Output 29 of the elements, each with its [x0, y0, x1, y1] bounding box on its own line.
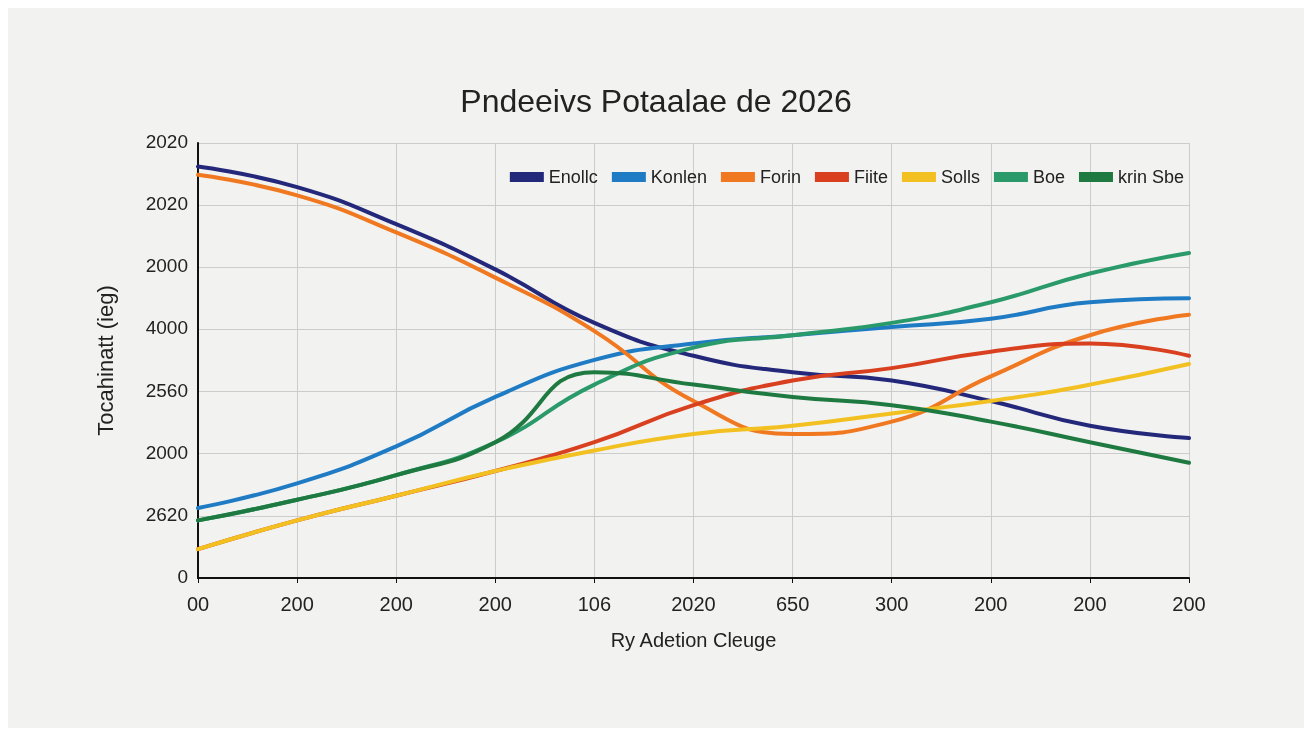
x-tick-label: 200 — [1172, 593, 1206, 615]
text: 4000 — [145, 317, 189, 339]
x-tick-label: 300 — [875, 593, 909, 615]
x-tick-label: 200 — [974, 593, 1008, 615]
x-tick-label: 200 — [478, 593, 512, 615]
text: 0 — [177, 566, 189, 587]
legend-label: Konlen — [650, 167, 707, 187]
text: 2000 — [145, 255, 189, 277]
legend-label: Solls — [940, 167, 980, 187]
x-tick-label: 106 — [577, 593, 612, 615]
legend-label: Fiite — [853, 167, 888, 187]
text: 2020 — [145, 131, 189, 152]
x-tick-label: 2020 — [671, 593, 716, 615]
text: 2620 — [145, 503, 189, 525]
y-axis-title: Tocahinatt (ieg) — [92, 285, 118, 436]
x-tick-label: 200 — [379, 593, 413, 615]
x-tick-label: 650 — [775, 593, 810, 615]
legend-label: Enollc — [548, 167, 598, 187]
text: 2020 — [145, 193, 189, 215]
x-tick-label: 00 — [186, 593, 210, 615]
x-tick-label: 200 — [280, 593, 314, 615]
text: 2000 — [145, 441, 189, 463]
x-axis-title: Ry Adetion Cleuge — [610, 629, 777, 651]
legend-label: krin Sbe — [1117, 167, 1185, 187]
legend-label: Forin — [759, 167, 801, 187]
text: 2560 — [145, 379, 189, 401]
x-tick-label: 200 — [1073, 593, 1107, 615]
legend-label: Boe — [1032, 167, 1065, 187]
chart-title: Pndeeivs Potaalae de 2026 — [460, 83, 852, 119]
